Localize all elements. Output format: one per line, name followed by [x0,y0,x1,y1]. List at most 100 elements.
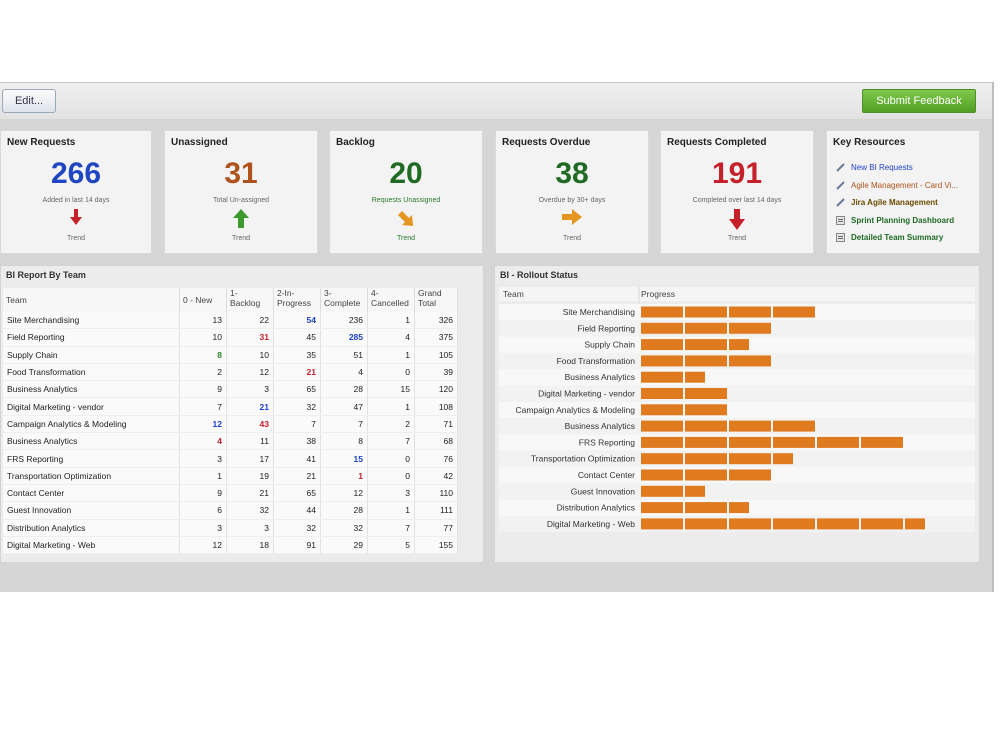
table-row[interactable]: Supply Chain 8 10 35 51 1 105 [3,346,458,364]
column-header-new[interactable]: 0 - New [179,288,227,312]
table-row[interactable]: Business Analytics 9 3 65 28 15 120 [3,380,458,399]
table-row[interactable]: FRS Reporting 3 17 41 15 0 76 [3,449,458,468]
resource-label: New BI Requests [851,163,913,173]
submit-feedback-button[interactable]: Submit Feedback [862,89,976,113]
value-cell: 12 [179,536,227,555]
progress-bar-segment [685,420,727,432]
progress-bar-segment [729,502,749,514]
value-cell: 19 [226,467,274,485]
progress-bar-segment [729,420,771,432]
dashboard-app: Edit... Submit Feedback New Requests 266… [0,82,994,592]
value-cell: 375 [414,328,458,347]
resource-link-new-bi-requests[interactable]: New BI Requests [835,159,958,177]
team-cell: Food Transformation [3,363,180,382]
progress-bar-segment [641,518,683,530]
progress-bar-segment [729,436,771,448]
progress-bar-segment [685,371,705,383]
table-row[interactable]: Food Transformation 2 12 21 4 0 39 [3,363,458,382]
table-row[interactable]: Guest Innovation 6 32 44 28 1 111 [3,501,458,520]
column-header-team[interactable]: Team [3,288,180,312]
value-cell: 39 [414,363,458,382]
resource-link-agile-management[interactable]: Agile Management - Card Vi... [835,177,958,195]
trend-label: Trend [66,235,86,242]
rollout-team-label: Guest Innovation [571,486,636,496]
progress-bar-segment [641,322,683,334]
card-subtitle: Requests Unassigned [371,197,441,204]
progress-bar-segment [729,355,771,367]
table-row[interactable]: Distribution Analytics 3 3 32 32 7 77 [3,519,458,537]
card-backlog[interactable]: Backlog 20 Requests Unassigned Trend [329,130,483,254]
value-cell: 51 [320,346,368,364]
link-icon [835,198,845,208]
value-cell: 1 [367,501,415,520]
value-cell: 32 [226,501,274,520]
value-cell: 65 [273,380,321,399]
progress-bar-segment [905,518,925,530]
value-cell: 3 [367,484,415,503]
value-cell: 0 [367,363,415,382]
table-row[interactable]: Campaign Analytics & Modeling 12 43 7 7 2 71 [3,415,458,434]
value-cell: 10 [226,346,274,364]
value-cell: 21 [226,484,274,503]
table-row[interactable]: Field Reporting 10 31 45 285 4 375 [3,328,458,347]
resource-link-jira-agile[interactable]: Jira Agile Management [835,194,958,212]
value-cell: 1 [367,397,415,416]
team-cell: Supply Chain [3,346,180,364]
team-cell: Business Analytics [3,432,180,451]
report-icon [835,215,845,225]
card-unassigned[interactable]: Unassigned 31 Total Un-assigned Trend [164,130,318,254]
value-cell: 42 [414,467,458,485]
team-cell: Digital Marketing - Web [3,536,180,555]
table-row[interactable]: Digital Marketing - vendor 7 21 32 47 1 108 [3,397,458,416]
down-icon [1,209,151,229]
progress-bar-segment [729,518,771,530]
progress-bar-segment [685,404,727,416]
value-cell: 15 [320,449,368,468]
column-header-in-progress[interactable]: 2-In- Progress [273,288,321,312]
value-cell: 326 [414,312,458,330]
resource-link-sprint-planning[interactable]: Sprint Planning Dashboard [835,212,958,230]
progress-bar-segment [641,469,683,481]
value-cell: 28 [320,501,368,520]
resource-label: Jira Agile Management [851,198,938,208]
progress-bar-segment [685,485,705,497]
value-cell: 21 [273,467,321,485]
value-cell: 77 [414,519,458,537]
rollout-header-bg [499,287,975,301]
value-cell: 35 [273,346,321,364]
value-cell: 18 [226,536,274,555]
table-row[interactable]: Contact Center 9 21 65 12 3 110 [3,484,458,503]
progress-bar-segment [641,388,683,399]
table-row[interactable]: Business Analytics 4 11 38 8 7 68 [3,432,458,451]
column-header-cancelled[interactable]: 4- Cancelled [367,288,415,312]
progress-bar-segment [685,502,727,514]
key-resources-title: Key Resources [833,137,906,148]
edit-button[interactable]: Edit... [2,89,56,113]
link-icon [835,163,845,173]
value-cell: 45 [273,328,321,347]
table-row[interactable]: Transportation Optimization 1 19 21 1 0 42 [3,467,458,485]
card-requests-completed[interactable]: Requests Completed 191 Completed over la… [660,130,814,254]
card-subtitle: Completed over last 14 days [692,197,782,204]
value-cell: 2 [179,363,227,382]
column-header-grand-total[interactable]: Grand Total [414,288,458,312]
table-row[interactable]: Digital Marketing - Web 12 18 91 29 5 155 [3,536,458,555]
column-header-backlog[interactable]: 1- Backlog [226,288,274,312]
progress-bar-segment [685,453,727,465]
rollout-team-header: Team [503,289,524,299]
value-cell: 28 [320,380,368,399]
resource-link-detailed-team-summary[interactable]: Detailed Team Summary [835,229,958,247]
value-cell: 21 [226,397,274,416]
value-cell: 111 [414,501,458,520]
card-requests-overdue[interactable]: Requests Overdue 38 Overdue by 30+ days … [495,130,649,254]
table-row[interactable]: Site Merchandising 13 22 54 236 1 326 [3,312,458,330]
card-title: Requests Completed [667,137,767,148]
progress-bar-segment [641,306,683,318]
team-cell: Business Analytics [3,380,180,399]
value-cell: 3 [226,380,274,399]
column-header-complete[interactable]: 3- Complete [320,288,368,312]
progress-bar-segment [773,306,815,318]
value-cell: 12 [226,363,274,382]
card-new-requests[interactable]: New Requests 266 Added in last 14 days T… [0,130,152,254]
card-value: 191 [711,157,763,190]
